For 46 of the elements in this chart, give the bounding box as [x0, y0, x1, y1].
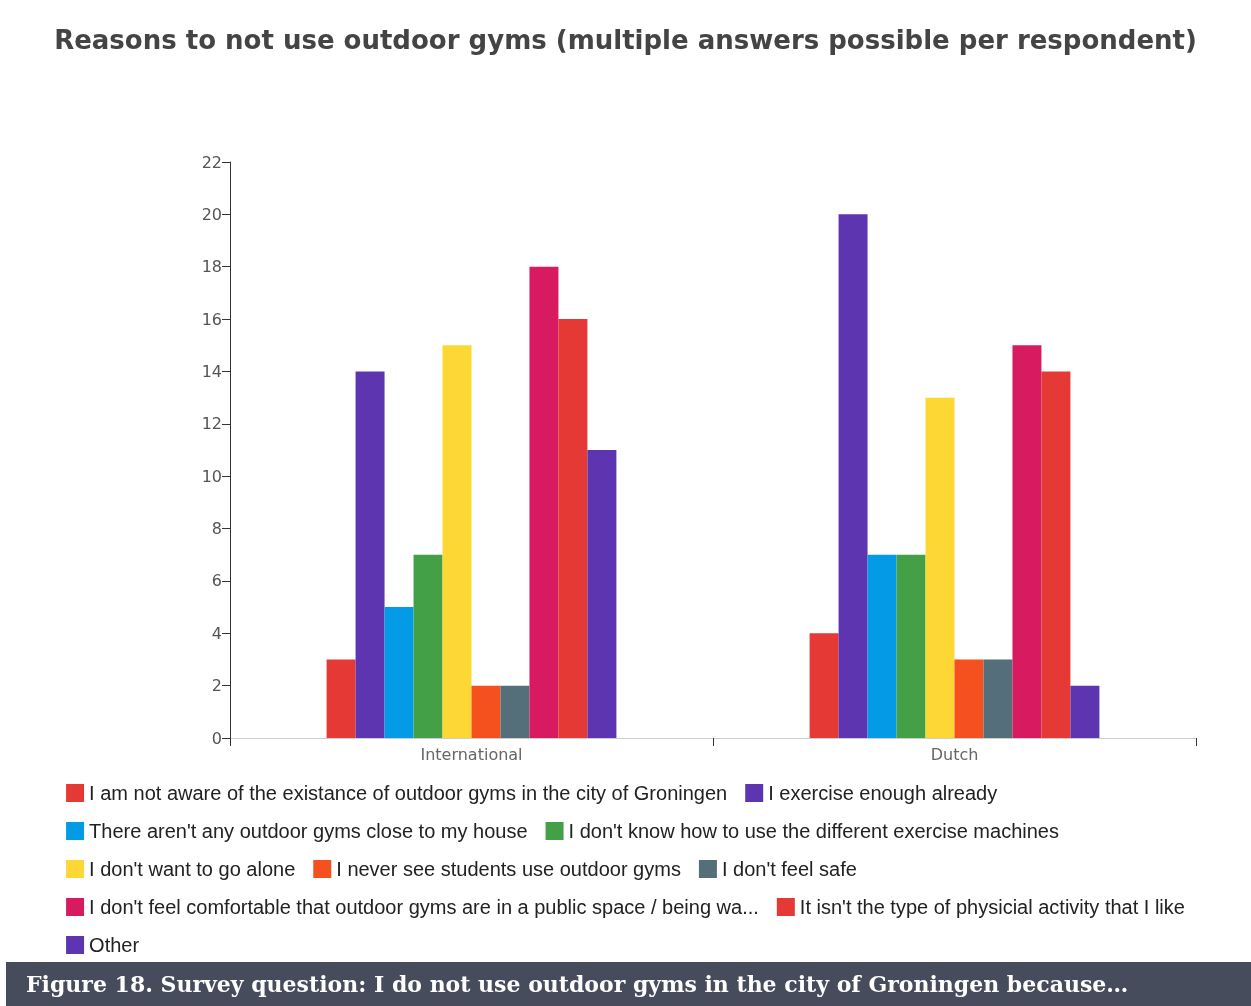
legend-label: I exercise enough already — [768, 782, 998, 804]
y-tick-label: 8 — [211, 519, 222, 539]
x-tick-label: International — [420, 744, 523, 764]
bar — [442, 345, 472, 738]
bar — [413, 554, 443, 738]
bar — [384, 607, 414, 738]
bar — [1012, 345, 1042, 738]
legend-label: It isn't the type of physicial activity that I like — [799, 896, 1185, 918]
legend-label: There aren't any outdoor gyms close to my house — [89, 820, 528, 842]
y-tick-label: 0 — [211, 728, 222, 748]
bar — [471, 685, 501, 738]
bar — [587, 450, 617, 738]
bar — [355, 371, 385, 738]
legend-label: I don't want to go alone — [89, 858, 296, 880]
caption: Figure 18. Survey question: I do not use outdoor gyms in the city of Groningen because… — [6, 962, 1251, 1006]
legend-label: I don't feel safe — [721, 858, 857, 880]
legend-label: I am not aware of the existance of outdoor gyms in the city of Groningen — [89, 782, 728, 804]
chart-title: Reasons to not use outdoor gyms (multiple answers possible per respondent) — [54, 25, 1197, 55]
bar — [838, 214, 868, 738]
y-tick-label: 6 — [211, 571, 222, 591]
legend-label: I never see students use outdoor gyms — [336, 858, 681, 880]
bar — [529, 266, 559, 738]
bar — [954, 659, 984, 738]
y-tick-label: 14 — [201, 361, 222, 381]
legend-label: I don't know how to use the different exercise machines — [568, 820, 1059, 842]
bar — [558, 319, 588, 738]
y-tick-label: 12 — [201, 414, 222, 434]
bar — [1070, 685, 1100, 738]
legend-label: I don't feel comfortable that outdoor gyms are in a public space / being wa... — [89, 896, 759, 918]
bar — [867, 554, 897, 738]
x-tick-label: Dutch — [930, 744, 979, 764]
bar — [896, 554, 926, 738]
bar — [925, 397, 955, 738]
y-tick-label: 16 — [201, 309, 222, 329]
bar — [1041, 371, 1071, 738]
y-tick-label: 18 — [201, 257, 222, 277]
y-tick-label: 4 — [211, 623, 222, 643]
bar — [500, 685, 530, 738]
bar — [983, 659, 1013, 738]
bar — [326, 659, 356, 738]
y-tick-label: 20 — [201, 204, 222, 224]
y-tick-label: 2 — [211, 676, 222, 696]
y-tick-label: 10 — [201, 466, 222, 486]
bar — [809, 633, 839, 738]
legend-label: Other — [89, 934, 140, 956]
y-tick-label: 22 — [201, 152, 222, 172]
